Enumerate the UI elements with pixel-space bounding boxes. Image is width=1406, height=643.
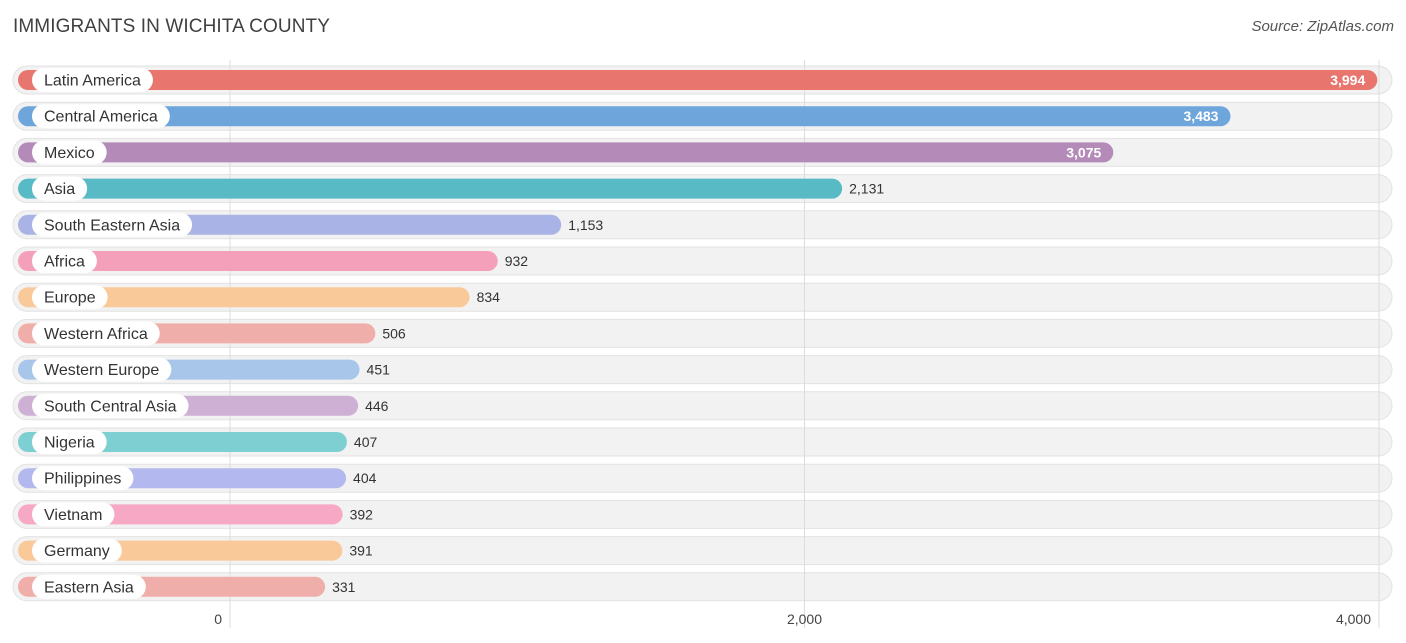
value-label: 392 <box>350 506 374 522</box>
category-label: Africa <box>44 254 85 271</box>
label-pill <box>32 176 88 201</box>
value-label: 3,483 <box>1183 108 1218 124</box>
chart-title: IMMIGRANTS IN WICHITA COUNTY <box>13 16 330 37</box>
category-label: South Eastern Asia <box>44 217 180 234</box>
bar[interactable] <box>18 251 498 271</box>
row-background <box>12 572 1393 602</box>
category-label: Nigeria <box>44 435 95 452</box>
label-pill <box>32 502 115 527</box>
label-pill <box>32 285 108 310</box>
x-tick-label: 4,000 <box>1336 611 1371 627</box>
row-background <box>12 355 1393 385</box>
x-tick-label: 2,000 <box>787 611 822 627</box>
value-label: 1,153 <box>568 217 603 233</box>
category-label: Mexico <box>44 145 95 162</box>
value-label: 404 <box>353 470 377 486</box>
value-label: 391 <box>349 543 373 559</box>
row-background <box>12 463 1393 493</box>
label-pill <box>32 430 107 454</box>
source-label: Source: ZipAtlas.com <box>1251 18 1394 35</box>
category-label: Asia <box>44 181 75 198</box>
category-label: Latin America <box>44 73 141 90</box>
label-pill <box>32 538 122 563</box>
category-label: Central America <box>44 109 158 126</box>
row-background <box>12 536 1393 566</box>
row-background <box>12 427 1393 457</box>
value-label: 3,075 <box>1066 144 1101 160</box>
label-pill <box>32 321 160 346</box>
category-label: Europe <box>44 290 96 307</box>
category-label: Western Africa <box>44 326 148 343</box>
bar[interactable] <box>18 142 1114 163</box>
category-label: Germany <box>44 543 110 560</box>
value-label: 834 <box>477 289 501 305</box>
value-label: 2,131 <box>849 181 884 197</box>
category-label: Philippines <box>44 471 121 488</box>
value-label: 407 <box>354 434 378 450</box>
bar[interactable] <box>18 287 470 308</box>
row-background <box>12 391 1393 421</box>
value-label: 506 <box>382 325 406 341</box>
label-pill <box>32 68 153 92</box>
bar[interactable] <box>18 70 1378 90</box>
category-label: Vietnam <box>44 507 102 524</box>
row-background <box>12 499 1393 529</box>
value-label: 331 <box>332 579 356 595</box>
label-pill <box>32 140 107 165</box>
label-pill <box>32 212 193 237</box>
category-label: South Central Asia <box>44 398 177 415</box>
x-tick-label: 0 <box>214 611 222 627</box>
label-pill <box>32 249 97 273</box>
label-pill <box>32 574 146 599</box>
value-label: 446 <box>365 398 389 414</box>
label-pill <box>32 466 134 491</box>
category-label: Western Europe <box>44 362 159 379</box>
category-label: Eastern Asia <box>44 579 134 596</box>
value-label: 932 <box>505 253 529 269</box>
label-pill <box>32 104 170 129</box>
value-label: 451 <box>367 362 391 378</box>
label-pill <box>32 357 172 382</box>
bar[interactable] <box>18 178 843 199</box>
bar[interactable] <box>18 106 1231 127</box>
value-label: 3,994 <box>1330 72 1365 88</box>
label-pill <box>32 393 189 418</box>
